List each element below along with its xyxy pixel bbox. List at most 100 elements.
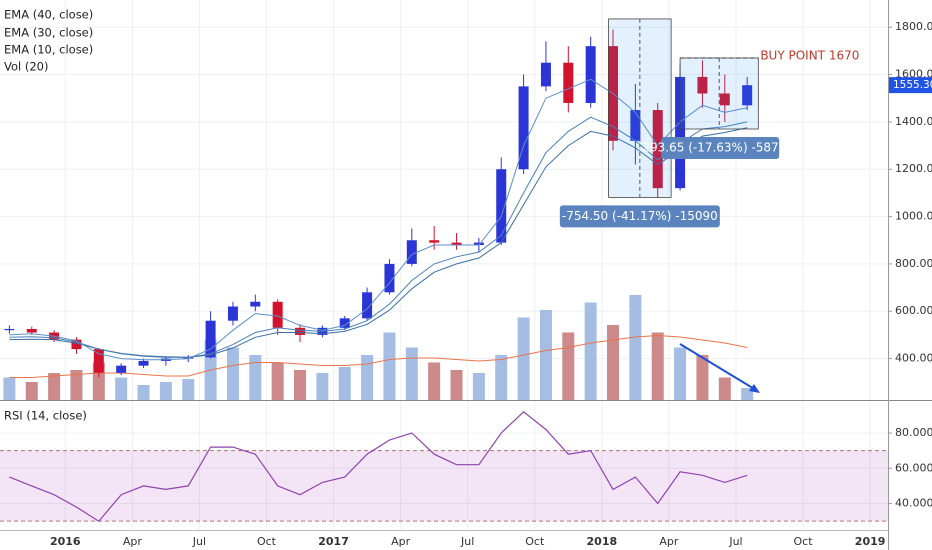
x-tick-label: Jul xyxy=(192,535,206,548)
candle-body xyxy=(451,242,462,245)
volume-bar xyxy=(25,382,38,400)
grid xyxy=(0,0,888,530)
y-tick-label: 1200.00 xyxy=(895,162,932,175)
candle-body xyxy=(339,318,350,328)
candle-body xyxy=(295,327,306,335)
axis-layer: 400.00 600.00 800.00 1000.00 1200.00 1400.00 1… xyxy=(50,20,932,548)
candle-body xyxy=(719,93,730,106)
measure-label: -293.65 (-17.63%) -5873 xyxy=(638,140,786,154)
volume-bar xyxy=(584,302,597,400)
y-tick-label: 800.00 xyxy=(895,257,932,270)
last-price-label: 1555.30 xyxy=(893,79,932,91)
volume-bar xyxy=(294,370,307,400)
candle-body xyxy=(630,110,641,141)
volume-bar xyxy=(70,370,83,400)
candle-body xyxy=(93,349,104,373)
volume-bar xyxy=(383,332,396,400)
measure-label-box xyxy=(559,205,720,228)
candle-body xyxy=(4,328,15,331)
volume-bar xyxy=(651,332,664,400)
y-tick-label: 1000.00 xyxy=(895,210,932,223)
volume-bar xyxy=(674,347,687,400)
measure-label: -754.50 (-41.17%) -15090 xyxy=(562,209,718,223)
candle-body xyxy=(563,62,574,103)
x-tick-label: Jul xyxy=(460,535,474,548)
x-tick-label: Oct xyxy=(794,535,814,548)
candle-body xyxy=(384,263,395,293)
rsi-band xyxy=(0,450,888,522)
volume-bar xyxy=(428,362,441,400)
y-tick-label: 40.0000 xyxy=(895,497,932,510)
volume-bar xyxy=(48,373,61,400)
y-tick-label: 1800.00 xyxy=(895,20,932,33)
volume-layer xyxy=(3,295,754,400)
x-tick-label: 2016 xyxy=(50,535,81,548)
y-tick-label: 1400.00 xyxy=(895,115,932,128)
volume-bar xyxy=(517,317,530,400)
volume-bar xyxy=(472,373,485,400)
volume-ma-line xyxy=(9,334,748,378)
volume-bar xyxy=(159,382,172,400)
volume-bar xyxy=(249,355,262,400)
candle-body xyxy=(138,360,149,366)
volume-bar xyxy=(562,332,575,400)
legend-entry: EMA (30, close) xyxy=(4,26,93,40)
volume-bar xyxy=(316,373,329,400)
x-tick-label: 2017 xyxy=(318,535,349,548)
annotation-layer: -754.50 (-41.17%) -15090 -293.65 (-17.63%… xyxy=(559,18,859,228)
volume-bar xyxy=(3,377,16,400)
rsi-title: RSI (14, close) xyxy=(4,409,87,423)
candle-body xyxy=(205,320,216,358)
x-tick-label: Oct xyxy=(525,535,545,548)
legend-entry: Vol (20) xyxy=(4,60,48,74)
candle-body xyxy=(71,339,82,350)
volume-bar xyxy=(137,385,150,400)
candle-body xyxy=(429,240,440,243)
candle-body xyxy=(496,169,507,243)
x-tick-label: Apr xyxy=(391,535,411,548)
x-tick-label: 2019 xyxy=(855,535,886,548)
candle-body xyxy=(540,62,551,87)
volume-bar xyxy=(115,377,128,400)
x-tick-label: Apr xyxy=(123,535,143,548)
volume-bar xyxy=(539,310,552,400)
legend-entry: EMA (10, close) xyxy=(4,43,93,57)
x-tick-label: 2018 xyxy=(587,535,618,548)
measure-label-box xyxy=(661,136,780,159)
rsi-line xyxy=(9,411,748,522)
candle-body xyxy=(272,301,283,328)
candle-body xyxy=(250,301,261,307)
price-layer xyxy=(4,29,753,378)
candle-body xyxy=(26,328,37,333)
volume-bar xyxy=(361,355,374,400)
candle-body xyxy=(585,46,596,103)
candle-body xyxy=(697,76,708,94)
volume-bar xyxy=(182,379,195,400)
candle-body xyxy=(406,240,417,264)
candle-body xyxy=(227,306,238,321)
arrow-head xyxy=(749,384,760,393)
measure-range xyxy=(608,18,672,198)
x-tick-label: Apr xyxy=(659,535,679,548)
volume-bar xyxy=(718,377,731,400)
candle-body xyxy=(742,85,753,106)
ema-line xyxy=(9,78,748,361)
candle-body xyxy=(675,76,686,189)
y-tick-label: 60.0000 xyxy=(895,461,932,474)
x-tick-label: Jul xyxy=(728,535,742,548)
y-tick-label: 400.00 xyxy=(895,352,932,365)
y-tick-label: 600.00 xyxy=(895,304,932,317)
volume-bar xyxy=(450,370,463,400)
volume-bar xyxy=(226,347,239,400)
buy-point-label: BUY POINT 1670 xyxy=(760,48,859,62)
ema-line xyxy=(9,116,748,358)
volume-bar xyxy=(607,325,620,400)
volume-bar xyxy=(405,347,418,400)
candle-body xyxy=(518,86,529,170)
volume-bar xyxy=(495,355,508,400)
y-tick-label: 80.0000 xyxy=(895,426,932,439)
x-tick-label: Oct xyxy=(257,535,277,548)
volume-bar xyxy=(271,362,284,400)
